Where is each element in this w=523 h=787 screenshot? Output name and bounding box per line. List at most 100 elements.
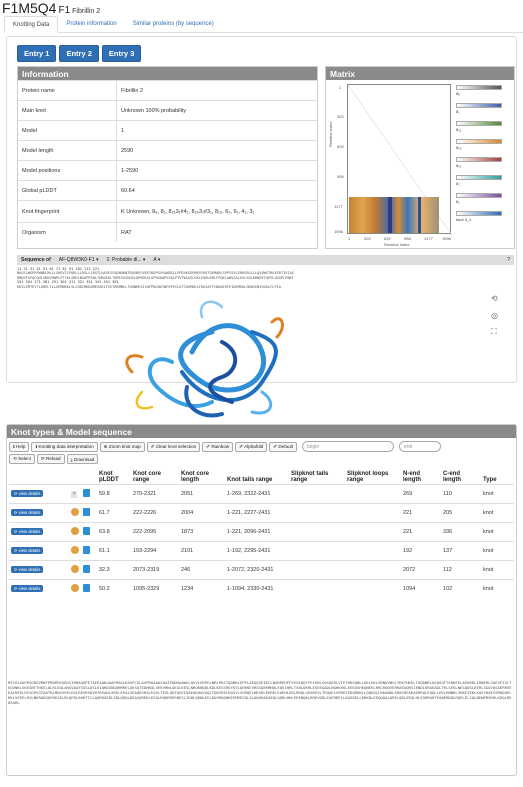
legend-item[interactable]: 8₁₀ [456, 157, 512, 172]
sequence-bar: Sequence of AF-Q8W3K0-F1 ▾ 1: Probable d… [17, 255, 514, 265]
help-button[interactable]: ℹ Help [9, 441, 30, 452]
n-end-length: 2072 [401, 560, 441, 580]
knot-icon [71, 546, 79, 554]
legend-item[interactable]: 8₈ [456, 85, 512, 100]
knot-icon [71, 584, 79, 593]
end-input[interactable]: end [398, 441, 441, 452]
reload-button[interactable]: ⟳ Reload [36, 454, 65, 464]
knot-core-range: 222-2226 [131, 503, 179, 523]
view-details-button[interactable]: ⟳ view details [11, 490, 44, 497]
knot-type: knot [481, 541, 514, 561]
type-icon-cell [81, 560, 97, 580]
view-details-button[interactable]: ⟳ view details [11, 509, 44, 516]
knot-plddt: 59.8 [97, 484, 131, 504]
entry-1-button[interactable]: Entry 1 [17, 45, 57, 62]
page-header: F1M5Q4 F1 Fibrillin 2 [2, 0, 100, 16]
sequence-viewer[interactable]: 11 21 31 41 51 61 71 81 91 101 111 121 M… [17, 267, 514, 289]
knot-plddt: 50.2 [97, 579, 131, 599]
tab-knotting-data[interactable]: Knotting Data [4, 16, 59, 33]
slipknot-tails-range [289, 579, 345, 599]
slipknot-loops-range [345, 503, 401, 523]
structure-helix [178, 323, 267, 393]
legend-item[interactable]: 8₁ [456, 103, 512, 118]
table-row[interactable]: ⟳ view details 50.2 1095-2329 1234 1-1094, 2… [9, 579, 514, 599]
view-details-button[interactable]: ⟳ view details [11, 585, 44, 593]
chain-select[interactable]: A ▾ [153, 257, 161, 263]
fingerprint-icon[interactable] [83, 489, 90, 497]
reset-view-icon[interactable]: ⟲ [491, 294, 498, 303]
help-icon[interactable]: ? [507, 257, 510, 263]
column-header: Slipknot tails range [291, 471, 329, 483]
fingerprint-icon[interactable] [83, 508, 90, 516]
matrix-ytick: 1277 [334, 204, 343, 209]
knot-core-length: 1234 [179, 579, 225, 599]
c-end-length: 336 [441, 522, 481, 542]
table-row[interactable]: ⟳ view details 63.8 222-2095 1873 1-221, 209… [9, 522, 514, 542]
legend-label: 8₁ [456, 109, 460, 114]
legend-item[interactable]: 8₂₀ [456, 139, 512, 154]
view-details-button[interactable]: ⟳ view details [11, 547, 44, 554]
type-icon-cell [81, 522, 97, 542]
interpretation-button[interactable]: ℹ Knotting data interpretation [31, 441, 98, 452]
knot-plddt: 32.3 [97, 560, 131, 580]
info-value: 1 [116, 121, 317, 140]
table-row[interactable]: ⟳ view details 61.1 193-2294 2101 1-192, 229… [9, 541, 514, 561]
fingerprint-icon[interactable] [83, 584, 90, 593]
structure-coil [135, 390, 154, 410]
table-row[interactable]: ⟳ view details 61.7 222-2226 2004 1-221, 222… [9, 503, 514, 523]
expand-icon[interactable]: ⛶ [491, 327, 497, 336]
table-row[interactable]: ⟳ view details? 59.8 270-2321 2051 1-269, 23… [9, 484, 514, 504]
information-panel: Information Protein name Fibrillin 2 Main … [17, 66, 318, 249]
knot-plddt: 61.1 [97, 541, 131, 561]
info-row: Model 1 [18, 120, 317, 140]
knot-plddt: 61.7 [97, 503, 131, 523]
fingerprint-icon[interactable] [83, 546, 90, 554]
spin-icon[interactable]: ◎ [491, 311, 498, 320]
fingerprint-icon[interactable] [83, 565, 90, 573]
rainbow-button[interactable]: ✐ Rainbow [202, 441, 234, 452]
knot-core-length: 2101 [179, 541, 225, 561]
tab-similar-proteins[interactable]: Similar proteins (by sequence) [132, 21, 214, 27]
entry-3-button[interactable]: Entry 3 [101, 45, 142, 62]
begin-input[interactable]: begin [301, 441, 394, 452]
info-row: Organism RAT [18, 222, 317, 242]
legend-colorbar [456, 121, 502, 126]
legend-colorbar [456, 139, 502, 144]
clear-selection-button[interactable]: ✐ Clear knot selection [146, 441, 201, 452]
sequence-line: 11 21 31 41 51 61 71 81 91 101 111 121 [17, 267, 100, 271]
download-button[interactable]: ⤓ Download [66, 454, 99, 464]
view-details-cell: ⟳ view details [9, 522, 69, 542]
protein-structure-3d[interactable] [112, 292, 322, 432]
type-icon-cell [81, 579, 97, 599]
info-row: Model positions 1-2590 [18, 160, 317, 180]
n-end-length: 221 [401, 503, 441, 523]
entry-2-button[interactable]: Entry 2 [59, 45, 99, 62]
legend-item[interactable]: 8₂₁ [456, 121, 512, 136]
slipknot-loops-range [345, 484, 401, 504]
view-details-button[interactable]: ⟳ view details [11, 566, 44, 573]
model-select[interactable]: AF-Q8W3K0-F1 ▾ [58, 257, 99, 263]
alphafold-button[interactable]: ✐ Alphafold [235, 441, 268, 452]
knot-type: knot [481, 484, 514, 504]
fingerprint-icon[interactable] [83, 527, 90, 535]
view-details-button[interactable]: ⟳ view details [11, 528, 44, 535]
tab-protein-information[interactable]: Protein information [66, 21, 117, 27]
legend-item[interactable]: knot 3_1 [456, 211, 512, 226]
info-row: Knot fingerprint K Unknown, 8₈, 8₁, 8₂₁3₁… [18, 200, 317, 222]
table-row[interactable]: ⟳ view details 32.3 2073-2319 246 1-2072, 23… [9, 560, 514, 580]
description-select[interactable]: 1: Probable dl... ▾ [106, 257, 146, 263]
question-icon[interactable]: ? [71, 490, 77, 498]
matrix-legend: 8₈ 8₁ 8₂₁ 8₂₀ 8₁₀ 6₂ 6₁ knot 3_1 [456, 85, 512, 229]
legend-colorbar [456, 103, 502, 108]
legend-item[interactable]: 6₂ [456, 175, 512, 190]
default-button[interactable]: ✐ Default [269, 441, 297, 452]
structure-coil [250, 390, 273, 415]
knot-matrix-plot[interactable] [347, 84, 453, 236]
matrix-ytick: 639 [337, 144, 344, 149]
select-button[interactable]: ⟲ Select [9, 454, 35, 464]
zoom-knot-map-button[interactable]: ⊕ Zoom knot map [99, 441, 145, 452]
view-details-cell: ⟳ view details [9, 560, 69, 580]
table-header-row: Knot pLDDT Knot core range Knot core len… [9, 470, 514, 485]
model-sequence: MTSGSSAPRSGRGVRNTPRDPDSSRGSIRRAGAPETAEEA… [8, 680, 512, 705]
legend-item[interactable]: 6₁ [456, 193, 512, 208]
